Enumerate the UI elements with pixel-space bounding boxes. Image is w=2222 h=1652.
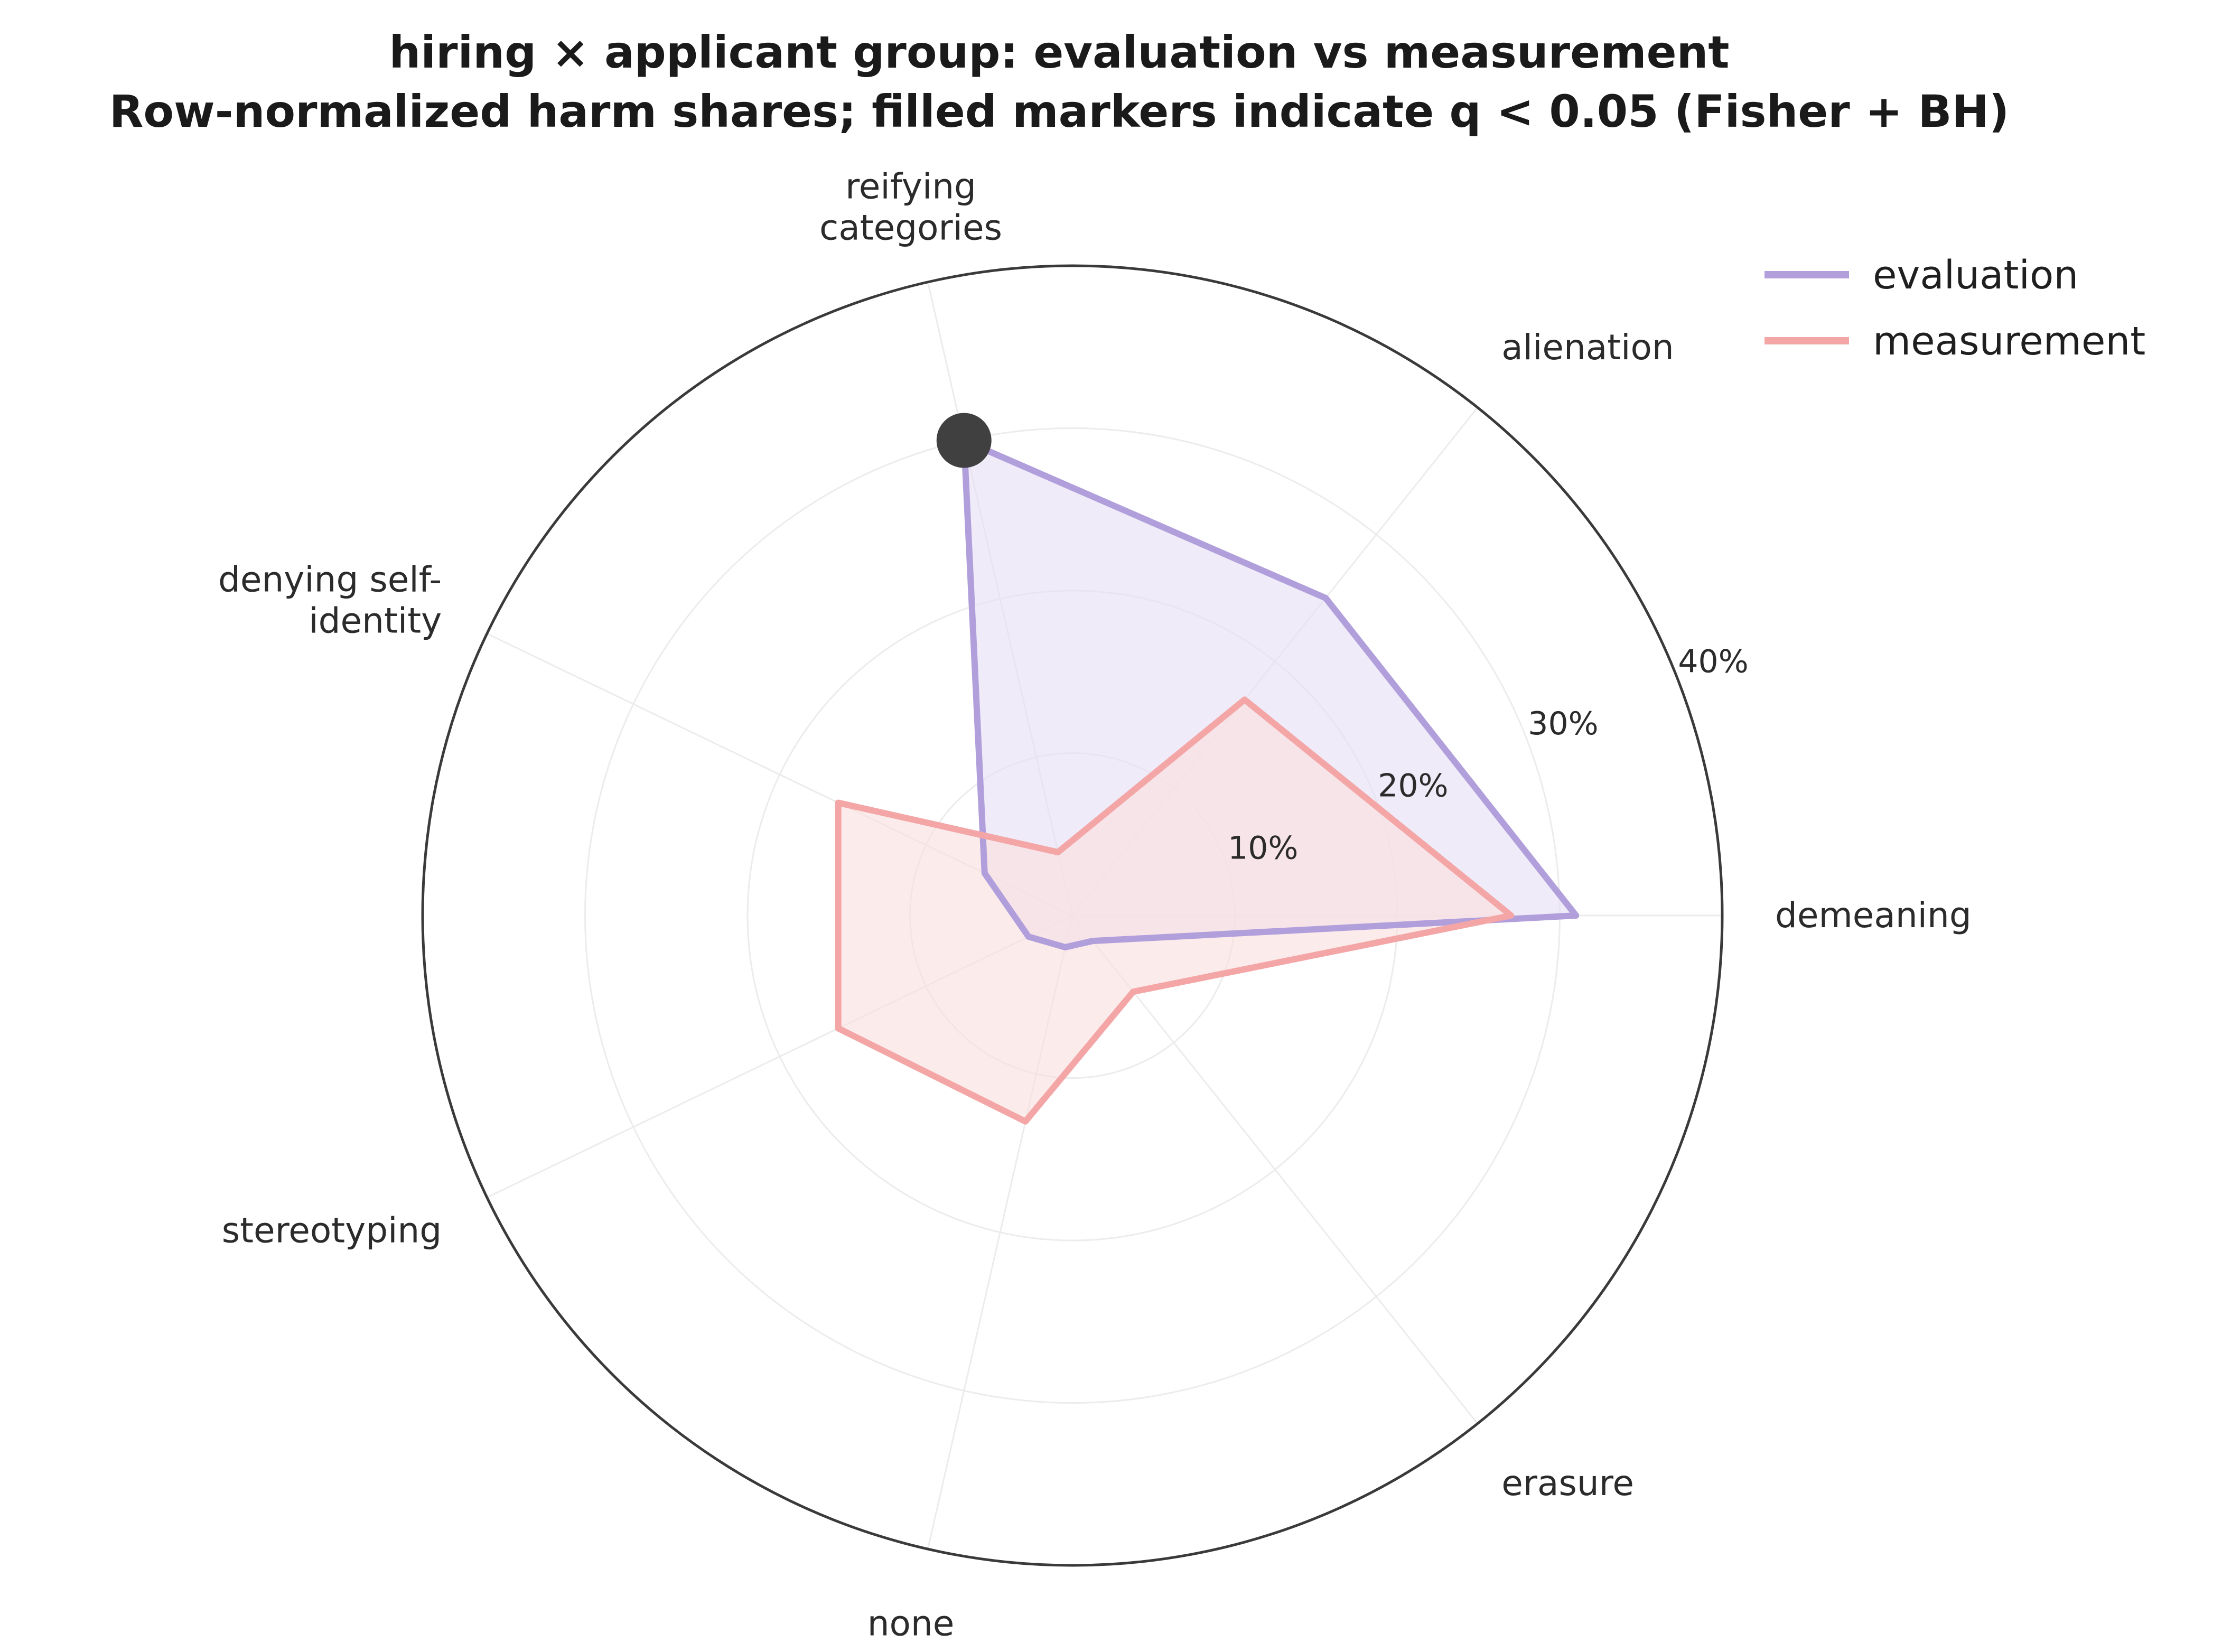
category-label-2: alienation <box>1501 327 1674 368</box>
category-label-line: demeaning <box>1775 895 1972 936</box>
category-label-4: denying self-identity <box>218 559 442 641</box>
category-label-line: identity <box>309 600 442 641</box>
category-label-line: alienation <box>1501 327 1674 368</box>
chart-title: hiring × applicant group: evaluation vs … <box>389 26 1729 78</box>
significance-marker-evaluation-3 <box>936 413 992 468</box>
radial-tick-label-1: 10% <box>1228 829 1298 866</box>
series-line-evaluation <box>960 437 1580 950</box>
series-fill-measurement <box>838 699 1511 1122</box>
category-label-line: reifying <box>845 166 976 207</box>
radial-tick-label-3: 30% <box>1528 705 1598 742</box>
legend-label-measurement: measurement <box>1873 319 2145 364</box>
chart-subtitle: Row-normalized harm shares; filled marke… <box>109 86 2010 137</box>
category-label-7: erasure <box>1501 1463 1634 1504</box>
chart-title-group: hiring × applicant group: evaluation vs … <box>109 26 2010 137</box>
category-label-1: demeaning <box>1775 895 1972 936</box>
category-label-line: denying self- <box>218 559 442 600</box>
category-labels: demeaning alienation reifying categories den… <box>218 166 1972 1644</box>
series-layer <box>835 413 1580 1125</box>
radial-tick-label-4: 40% <box>1678 643 1748 680</box>
category-label-line: erasure <box>1501 1463 1634 1504</box>
category-label-6: none <box>867 1603 955 1644</box>
category-label-3: reifying categories <box>819 166 1002 248</box>
series-line-measurement <box>835 696 1515 1125</box>
radial-tick-label-2: 20% <box>1378 768 1448 805</box>
outer-frame-circle <box>421 264 1724 1567</box>
category-label-5: stereotyping <box>222 1210 442 1251</box>
radial-tick-labels: 10% 20% 30% 40% <box>1228 643 1749 866</box>
category-label-line: stereotyping <box>222 1210 442 1251</box>
legend-label-evaluation: evaluation <box>1873 253 2078 298</box>
grid-spoke-7 <box>1071 915 1479 1424</box>
category-label-line: categories <box>819 207 1002 248</box>
legend: evaluation measurement <box>1764 253 2145 364</box>
category-label-line: none <box>867 1603 955 1644</box>
